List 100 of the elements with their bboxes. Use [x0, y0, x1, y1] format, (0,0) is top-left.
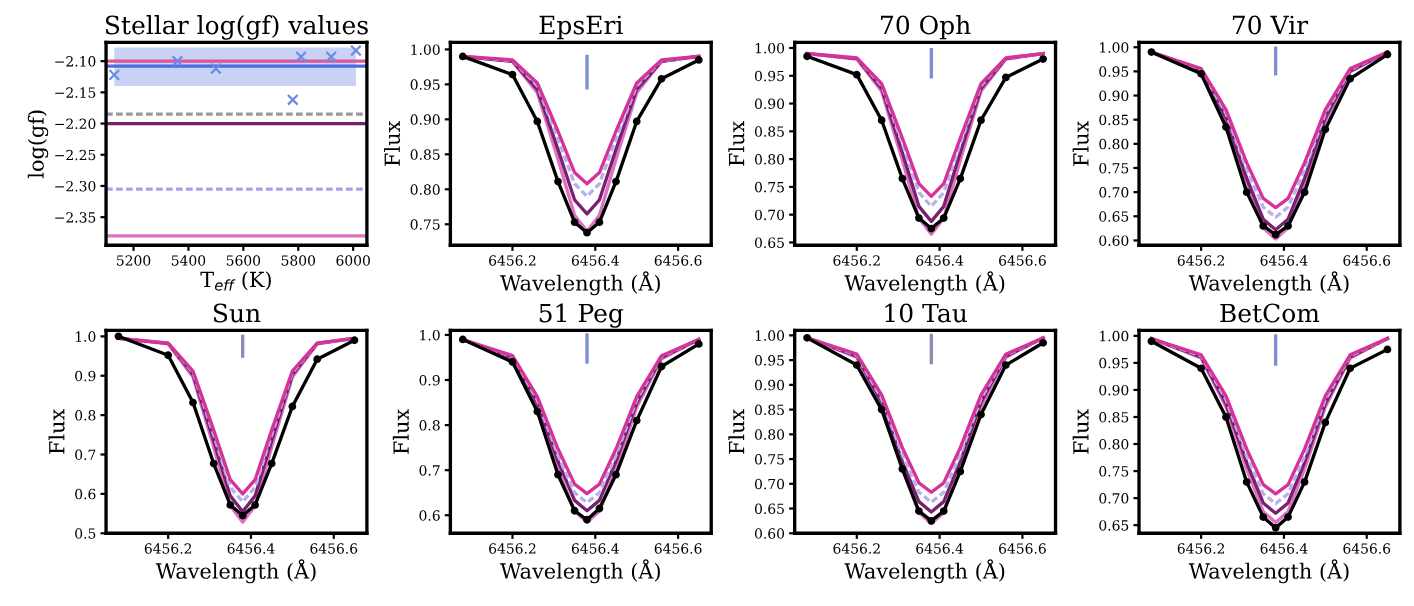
point — [295, 50, 307, 63]
x-axis-title: T$_{eff}$ (K) — [200, 271, 271, 291]
point — [458, 52, 467, 61]
y-axis-title: Flux — [728, 120, 745, 166]
point — [1383, 50, 1392, 59]
point — [977, 410, 985, 419]
y-axis-title: log(gf) — [27, 110, 49, 179]
point — [803, 333, 811, 342]
point — [915, 507, 923, 515]
point — [508, 70, 517, 79]
point — [226, 501, 235, 509]
chart-title: 51 Peg — [539, 303, 624, 328]
point — [238, 511, 247, 520]
chart-title: 10 Tau — [885, 303, 967, 323]
point — [313, 355, 322, 364]
point — [694, 340, 703, 348]
point — [114, 332, 123, 341]
point — [350, 44, 362, 57]
chart-title: Sun — [213, 303, 261, 323]
y-axis-title: Flux — [392, 408, 409, 454]
point — [1300, 188, 1309, 197]
point — [508, 358, 517, 366]
x-axis-title: Wavelength (Å) — [1188, 559, 1349, 584]
point — [171, 55, 184, 68]
point — [595, 504, 604, 513]
point — [570, 506, 579, 515]
x-axis-title: Wavelength (Å) — [844, 559, 1005, 584]
point — [612, 470, 620, 479]
point — [583, 515, 591, 524]
point — [583, 228, 591, 237]
point — [1284, 222, 1292, 230]
point — [286, 93, 299, 106]
point — [288, 402, 297, 411]
point — [533, 407, 542, 416]
point — [877, 405, 886, 414]
point — [939, 214, 948, 222]
point — [1346, 74, 1355, 83]
point — [956, 467, 965, 476]
point — [977, 116, 985, 125]
point — [267, 459, 276, 468]
point — [877, 116, 886, 125]
point — [927, 224, 936, 233]
point — [1346, 364, 1355, 373]
point — [1284, 513, 1292, 521]
point — [1383, 345, 1392, 354]
y-axis-title: Flux — [384, 120, 401, 166]
point — [915, 214, 923, 222]
point — [1259, 222, 1268, 230]
point — [164, 351, 173, 360]
x-axis-title: Wavelength (Å) — [844, 271, 1005, 296]
point — [1147, 48, 1156, 56]
point — [189, 398, 197, 407]
point — [1147, 337, 1156, 346]
point — [209, 459, 218, 468]
point — [898, 174, 907, 183]
point — [1039, 338, 1048, 347]
point — [956, 174, 965, 183]
chart-title: Stellar log(gf) values — [105, 15, 368, 40]
y-axis-title: Flux — [728, 408, 745, 454]
chart-title: EpsEri — [539, 15, 623, 40]
point — [251, 501, 259, 509]
point — [898, 465, 907, 473]
point — [1321, 125, 1330, 134]
point — [852, 361, 861, 369]
point — [595, 218, 604, 227]
point — [1001, 361, 1010, 369]
point — [694, 56, 703, 64]
chart-title: 70 Oph — [881, 15, 971, 40]
point — [350, 336, 359, 345]
x-axis-title: Wavelength (Å) — [500, 271, 660, 296]
y-axis-title: Flux — [1072, 120, 1089, 166]
point — [554, 470, 562, 479]
point — [939, 507, 948, 515]
point — [1321, 418, 1330, 427]
point — [927, 517, 936, 525]
point — [657, 362, 666, 371]
point — [458, 335, 467, 344]
point — [570, 218, 579, 227]
chart-title: 70 Vir — [1232, 15, 1309, 35]
point — [632, 117, 641, 126]
point — [1242, 478, 1251, 486]
y-axis-title: Flux — [48, 408, 65, 454]
point — [1197, 69, 1206, 78]
y-axis-title: Flux — [1072, 408, 1089, 454]
point — [554, 177, 562, 186]
point — [1222, 413, 1230, 421]
point — [108, 68, 121, 81]
point — [1001, 73, 1010, 82]
point — [1259, 513, 1268, 521]
point — [1271, 230, 1280, 239]
point — [657, 74, 666, 83]
point — [612, 177, 620, 186]
point — [1197, 364, 1206, 373]
point — [209, 62, 222, 75]
point — [852, 70, 861, 79]
point — [803, 52, 811, 61]
point — [1039, 55, 1048, 63]
point — [1222, 123, 1230, 131]
chart-title: BetCom — [1220, 303, 1320, 323]
point — [1300, 478, 1309, 486]
